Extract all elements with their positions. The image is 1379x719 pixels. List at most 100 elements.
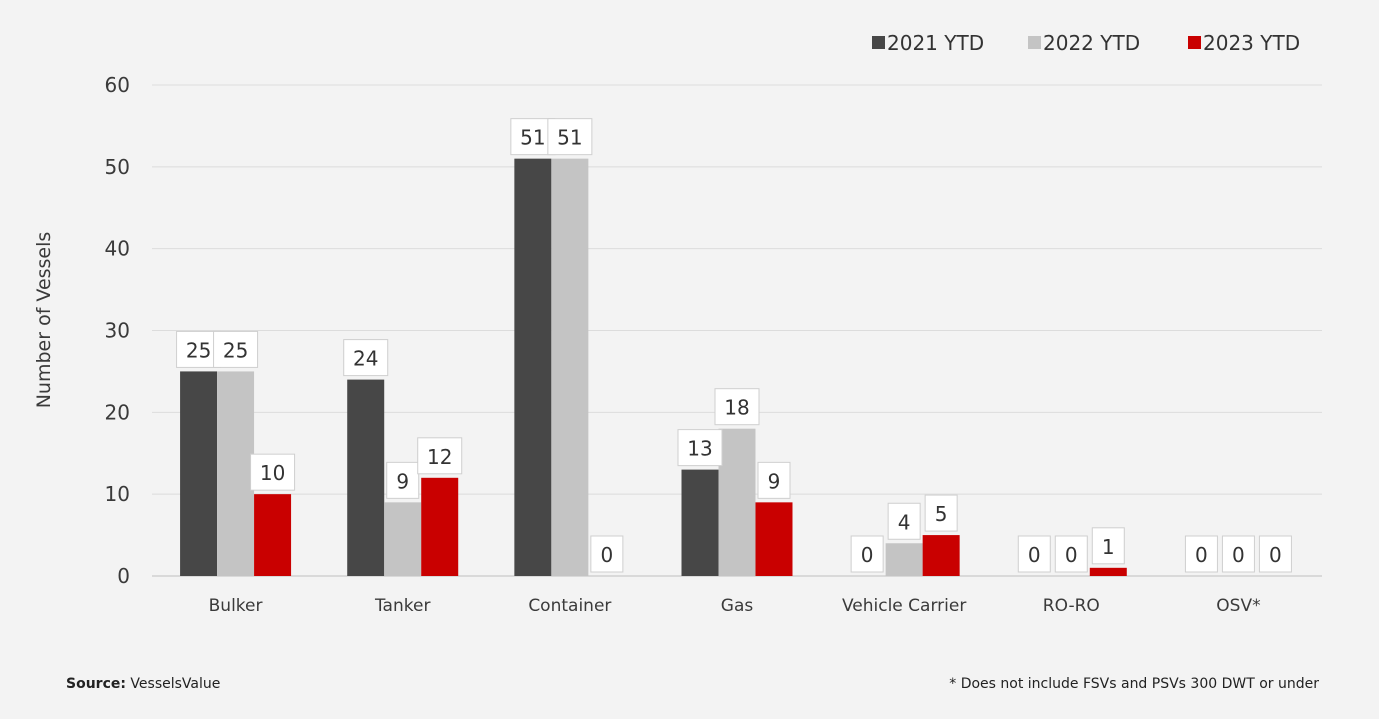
data-label-box: [590, 535, 624, 573]
x-category-label: RO-RO: [1043, 596, 1100, 616]
bar: [514, 158, 552, 576]
data-label-value: 0: [1269, 543, 1282, 567]
data-label-box: [850, 535, 884, 573]
y-tick-label: 10: [105, 482, 130, 506]
y-tick-label: 60: [105, 73, 130, 97]
bar: [180, 371, 218, 576]
data-label-value: 0: [861, 543, 874, 567]
data-label: 25: [213, 330, 259, 368]
x-category-label: Gas: [721, 596, 754, 616]
x-axis-categories: Bulker Tanker Container Gas Vehicle Carrier R…: [209, 596, 1261, 616]
data-label: 0: [1221, 535, 1255, 573]
legend-item: 2021 YTD: [872, 31, 984, 55]
source-label: Source:: [66, 676, 126, 692]
data-label-value: 0: [600, 543, 613, 567]
x-category-label: Vehicle Carrier: [842, 596, 966, 616]
legend-label: 2023 YTD: [1203, 31, 1300, 55]
data-label-value: 1: [1102, 535, 1115, 559]
x-category-label: OSV*: [1216, 596, 1260, 616]
legend-swatch: [1188, 36, 1201, 49]
data-label-value: 12: [427, 445, 452, 469]
data-label-box: [1017, 535, 1051, 573]
bar: [681, 469, 719, 576]
legend-item: 2022 YTD: [1028, 31, 1140, 55]
data-label: 24: [343, 339, 389, 377]
data-label-box: [417, 437, 463, 475]
y-tick-label: 50: [105, 155, 130, 179]
data-label-box: [213, 330, 259, 368]
data-label: 18: [714, 388, 760, 426]
data-label-box: [1184, 535, 1218, 573]
source-note: Source: VesselsValue: [66, 676, 220, 692]
y-tick-label: 20: [105, 400, 130, 424]
data-label: 51: [547, 118, 593, 156]
data-label: 10: [250, 453, 296, 491]
data-label-value: 0: [1232, 543, 1245, 567]
bar: [217, 371, 255, 576]
data-label-value: 9: [396, 469, 409, 493]
data-label-value: 25: [223, 338, 248, 362]
data-label-value: 24: [353, 347, 378, 371]
data-label-value: 0: [1028, 543, 1041, 567]
bar: [421, 477, 459, 576]
legend-swatch: [1028, 36, 1041, 49]
data-label: 1: [1091, 527, 1125, 565]
data-label-box: [677, 429, 723, 467]
data-label-value: 10: [260, 461, 285, 485]
data-label-box: [1054, 535, 1088, 573]
data-label: 0: [1054, 535, 1088, 573]
data-label: 0: [1184, 535, 1218, 573]
data-label-box: [1221, 535, 1255, 573]
data-label-value: 51: [557, 126, 582, 150]
data-label-value: 18: [724, 396, 749, 420]
data-label: 4: [887, 502, 921, 540]
legend-label: 2022 YTD: [1043, 31, 1140, 55]
bar: [384, 502, 422, 576]
data-label-box: [924, 494, 958, 532]
bars: [180, 158, 1127, 576]
source-value: VesselsValue: [125, 676, 221, 692]
data-label-box: [1258, 535, 1292, 573]
bar: [347, 379, 385, 576]
data-label: 0: [1017, 535, 1051, 573]
data-label-value: 9: [768, 469, 781, 493]
legend-item: 2023 YTD: [1188, 31, 1300, 55]
data-label-box: [250, 453, 296, 491]
data-label-value: 51: [520, 126, 545, 150]
data-label-box: [547, 118, 593, 156]
data-label-value: 13: [687, 437, 712, 461]
y-tick-label: 40: [105, 237, 130, 261]
data-label: 13: [677, 429, 723, 467]
data-label-box: [343, 339, 389, 377]
x-category-label: Tanker: [374, 596, 430, 616]
data-label: 0: [850, 535, 884, 573]
bar: [922, 535, 960, 576]
y-axis-ticks: 0 10 20 30 40 50 60: [105, 73, 130, 588]
legend-label: 2021 YTD: [887, 31, 984, 55]
data-label: 5: [924, 494, 958, 532]
data-label-box: [757, 461, 791, 499]
legend: 2021 YTD 2022 YTD 2023 YTD: [872, 31, 1300, 55]
x-category-label: Container: [528, 596, 611, 616]
data-label: 9: [757, 461, 791, 499]
data-label-box: [1091, 527, 1125, 565]
data-label: 0: [590, 535, 624, 573]
bar: [254, 494, 292, 576]
data-label-value: 5: [935, 502, 948, 526]
data-label-value: 4: [898, 510, 911, 534]
legend-swatch: [872, 36, 885, 49]
bar: [1089, 567, 1127, 576]
data-label-box: [386, 461, 420, 499]
bar: [551, 158, 589, 576]
y-tick-label: 30: [105, 319, 130, 343]
x-category-label: Bulker: [209, 596, 263, 616]
bar: [885, 543, 923, 576]
data-label-value: 0: [1195, 543, 1208, 567]
data-label: 9: [386, 461, 420, 499]
data-label-value: 0: [1065, 543, 1078, 567]
data-label: 0: [1258, 535, 1292, 573]
data-label-box: [714, 388, 760, 426]
